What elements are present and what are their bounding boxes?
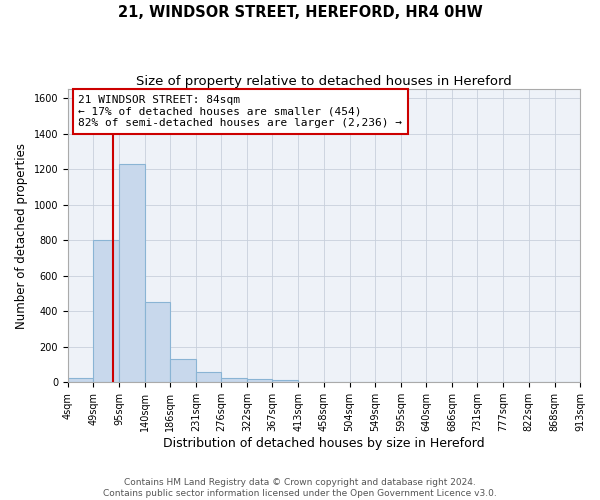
Text: 21, WINDSOR STREET, HEREFORD, HR4 0HW: 21, WINDSOR STREET, HEREFORD, HR4 0HW	[118, 5, 482, 20]
X-axis label: Distribution of detached houses by size in Hereford: Distribution of detached houses by size …	[163, 437, 485, 450]
Bar	[247, 378, 272, 382]
Bar	[119, 164, 145, 382]
Bar	[272, 380, 298, 382]
Bar	[68, 378, 93, 382]
Bar	[170, 359, 196, 382]
Bar	[196, 372, 221, 382]
Text: Contains HM Land Registry data © Crown copyright and database right 2024.
Contai: Contains HM Land Registry data © Crown c…	[103, 478, 497, 498]
Bar	[145, 302, 170, 382]
Text: 21 WINDSOR STREET: 84sqm
← 17% of detached houses are smaller (454)
82% of semi-: 21 WINDSOR STREET: 84sqm ← 17% of detach…	[78, 95, 402, 128]
Title: Size of property relative to detached houses in Hereford: Size of property relative to detached ho…	[136, 75, 512, 88]
Bar	[221, 378, 247, 382]
Y-axis label: Number of detached properties: Number of detached properties	[15, 142, 28, 328]
Bar	[93, 240, 119, 382]
